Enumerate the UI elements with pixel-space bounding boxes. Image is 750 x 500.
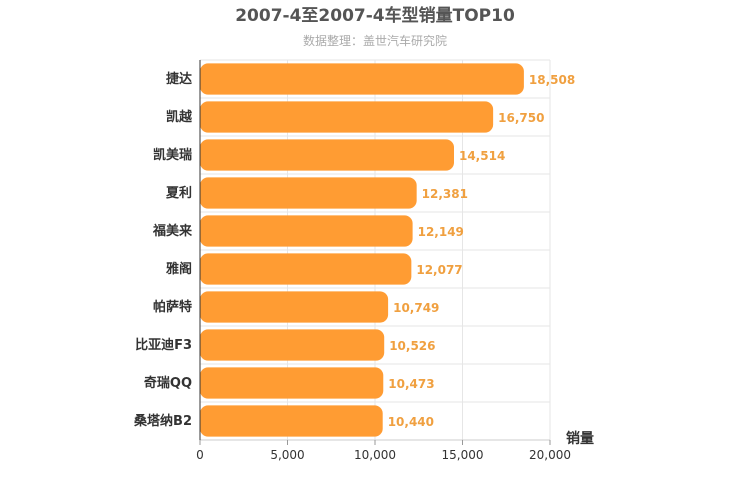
category-label: 捷达 xyxy=(166,71,192,87)
bar[interactable] xyxy=(200,405,383,437)
bar[interactable] xyxy=(200,177,417,209)
chart-subtitle: 数据整理：盖世汽车研究院 xyxy=(303,33,447,48)
tick-label: 15,000 xyxy=(442,448,484,462)
value-label: 14,514 xyxy=(459,149,505,163)
value-label: 12,149 xyxy=(418,225,464,239)
category-label: 凯越 xyxy=(166,109,193,125)
tick-label: 20,000 xyxy=(529,448,571,462)
category-label: 帕萨特 xyxy=(153,299,192,315)
category-label: 桑塔纳B2 xyxy=(133,413,192,429)
value-labels: 18,508 16,750 14,514 12,381 12,149 12,077 10,7… xyxy=(388,73,576,429)
value-label: 10,526 xyxy=(389,339,435,353)
value-label: 12,381 xyxy=(422,187,468,201)
category-label: 雅阁 xyxy=(166,261,192,277)
grid-lines xyxy=(200,59,551,441)
tick-label: 5,000 xyxy=(270,448,304,462)
category-label: 福美来 xyxy=(152,223,193,239)
tick-label: 10,000 xyxy=(354,448,396,462)
value-label: 16,750 xyxy=(498,111,544,125)
bar[interactable] xyxy=(200,367,384,399)
value-label: 10,473 xyxy=(388,377,434,391)
x-axis-label: 销量 xyxy=(566,430,594,447)
bar[interactable] xyxy=(200,63,524,95)
x-axis-ticks: 0 5,000 10,000 15,000 20,000 xyxy=(196,439,571,462)
category-label: 夏利 xyxy=(165,185,192,201)
tick-label: 0 xyxy=(196,448,204,462)
category-label: 奇瑞QQ xyxy=(144,375,192,391)
bar[interactable] xyxy=(200,139,454,171)
bar[interactable] xyxy=(200,329,385,361)
value-label: 10,440 xyxy=(388,415,434,429)
value-label: 10,749 xyxy=(393,301,439,315)
bar[interactable] xyxy=(200,215,413,247)
bars xyxy=(200,63,524,437)
bar[interactable] xyxy=(200,101,494,133)
value-label: 18,508 xyxy=(529,73,575,87)
bar[interactable] xyxy=(200,291,389,323)
bar[interactable] xyxy=(200,253,412,285)
category-label: 凯美瑞 xyxy=(153,147,192,163)
category-label: 比亚迪F3 xyxy=(135,337,192,353)
value-label: 12,077 xyxy=(416,263,462,277)
chart-title: 2007-4至2007-4车型销量TOP10 xyxy=(235,5,515,26)
